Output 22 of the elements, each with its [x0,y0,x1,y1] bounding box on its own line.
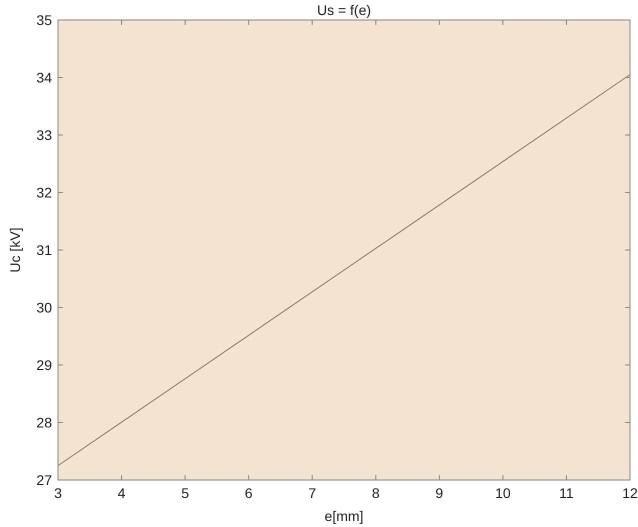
y-axis-title: Uc [kV] [7,227,23,273]
x-axis-title: e[mm] [324,508,364,524]
y-tick-label: 35 [36,12,52,28]
y-tick-label: 34 [36,70,52,86]
y-tick-label: 31 [36,242,52,258]
x-tick-label: 12 [622,485,638,501]
x-tick-label: 3 [54,485,62,501]
y-tick-label: 30 [36,300,52,316]
x-tick-label: 7 [308,485,316,501]
y-tick-label: 33 [36,127,52,143]
y-tick-label: 28 [36,414,52,430]
x-tick-label: 6 [244,485,253,501]
x-tick-label: 4 [118,485,126,501]
x-tick-label: 5 [181,485,190,501]
x-tick-label: 11 [559,485,574,501]
chart-title: Us = f(e) [316,2,372,18]
x-tick-label: 8 [372,485,380,501]
y-tick-label: 27 [36,472,52,488]
x-tick-label: 10 [495,485,511,501]
x-tick-label: 9 [435,485,444,501]
y-tick-label: 32 [36,184,52,200]
y-tick-label: 29 [36,357,52,373]
